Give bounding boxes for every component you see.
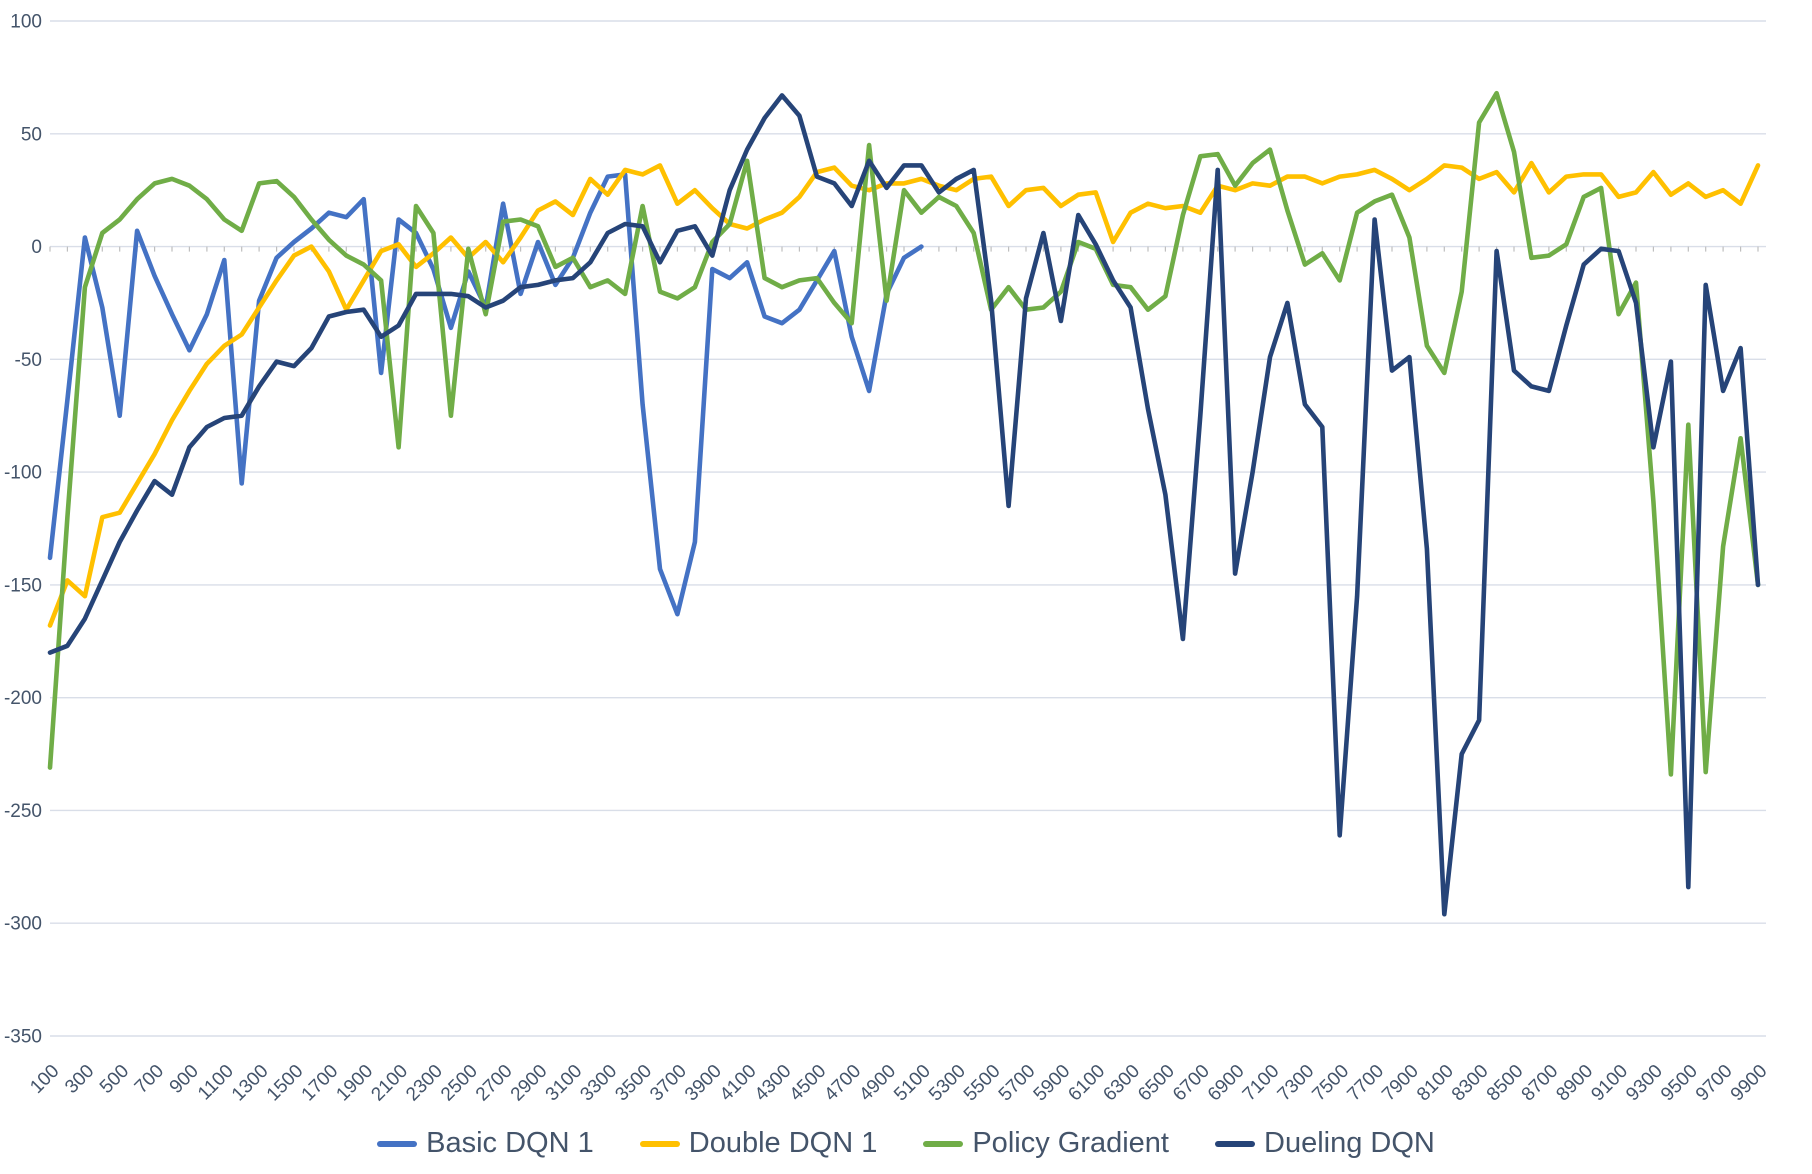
y-axis-label--300: -300 [4,914,42,935]
x-axis-label-9900: 9900 [1727,1061,1772,1106]
x-axis-label-9500: 9500 [1657,1061,1702,1106]
x-axis-label-6900: 6900 [1204,1061,1249,1106]
x-axis-label-7500: 7500 [1308,1061,1353,1106]
x-axis-label-4700: 4700 [820,1061,865,1106]
y-axis-label--50: -50 [15,350,42,371]
x-axis-label-4300: 4300 [751,1061,796,1106]
x-axis-label-3100: 3100 [542,1061,587,1106]
x-axis-label-5500: 5500 [960,1061,1005,1106]
x-axis-label-3700: 3700 [646,1061,691,1106]
x-axis-label-1300: 1300 [228,1061,273,1106]
x-axis-label-8100: 8100 [1413,1061,1458,1106]
legend-item-dueling-dqn: Dueling DQN [1215,1127,1435,1160]
legend-swatch-icon [1215,1140,1255,1147]
x-axis-label-2500: 2500 [437,1061,482,1106]
x-axis-label-4100: 4100 [716,1061,761,1106]
x-axis-labels: 1003005007009001100130015001700190021002… [26,1061,1771,1106]
x-axis-label-5300: 5300 [925,1061,970,1106]
x-axis-label-6100: 6100 [1064,1061,1109,1106]
x-axis-label-8900: 8900 [1552,1061,1597,1106]
gridlines [50,20,1766,1037]
x-axis-label-6700: 6700 [1169,1061,1214,1106]
x-axis-label-2300: 2300 [402,1061,447,1106]
x-axis-label-8500: 8500 [1483,1061,1528,1106]
x-axis-label-500: 500 [96,1061,133,1098]
x-axis-label-3300: 3300 [576,1061,621,1106]
series-line-policy-gradient [47,90,1761,777]
x-axis-label-4500: 4500 [786,1061,831,1106]
x-axis-label-6500: 6500 [1134,1061,1179,1106]
x-axis-label-1100: 1100 [194,1061,238,1105]
x-axis-label-7700: 7700 [1343,1061,1388,1106]
x-axis-label-7100: 7100 [1239,1061,1284,1106]
x-axis-label-9100: 9100 [1587,1061,1632,1106]
y-axis-label--250: -250 [4,801,42,822]
y-axis-label-50: 50 [21,124,42,145]
x-axis-label-2700: 2700 [472,1061,517,1106]
legend-label: Basic DQN 1 [426,1127,594,1159]
legend-item-double-dqn-1: Double DQN 1 [639,1127,878,1160]
y-axis-label-0: 0 [31,237,42,258]
legend-item-policy-gradient: Policy Gradient [923,1127,1169,1160]
x-axis-label-4900: 4900 [855,1061,900,1106]
series-line-dueling-dqn [47,93,1761,917]
y-axis-label--200: -200 [4,688,42,709]
x-axis-label-3500: 3500 [611,1061,656,1106]
x-axis-label-2100: 2100 [367,1061,412,1106]
legend-swatch-icon [377,1140,418,1147]
legend-swatch-icon [923,1140,964,1147]
x-axis-label-700: 700 [131,1061,168,1098]
series-lines [47,90,1761,917]
y-axis-label-100: 100 [10,12,42,33]
x-axis-label-8300: 8300 [1448,1061,1493,1106]
x-axis-label-6300: 6300 [1099,1061,1144,1106]
x-axis-label-5700: 5700 [995,1061,1040,1106]
y-axis-label--350: -350 [4,1027,42,1048]
legend-label: Policy Gradient [972,1127,1169,1159]
y-axis-labels: 100 50 0 -50 -100 -150 -200 -250 -300 -350 [4,12,42,1048]
x-axis-label-300: 300 [61,1061,98,1098]
x-axis-label-5100: 5100 [890,1061,935,1106]
x-axis-label-1500: 1500 [263,1061,308,1106]
x-axis-label-5900: 5900 [1030,1061,1075,1106]
x-axis-label-3900: 3900 [681,1061,726,1106]
x-axis-label-1700: 1700 [298,1061,343,1106]
y-axis-label--150: -150 [4,575,42,596]
x-axis-label-8700: 8700 [1518,1061,1563,1106]
x-axis-label-7900: 7900 [1378,1061,1423,1106]
x-axis-label-7300: 7300 [1274,1061,1319,1106]
x-axis-label-1900: 1900 [332,1061,377,1106]
legend-swatch-icon [639,1140,680,1147]
legend-label: Dueling DQN [1264,1127,1435,1159]
legend-item-basic-dqn-1: Basic DQN 1 [377,1127,594,1160]
y-axis-label--100: -100 [4,463,42,484]
x-axis-label-100: 100 [26,1061,63,1098]
chart-legend: Basic DQN 1 Double DQN 1 Policy Gradient Du… [0,1127,1812,1160]
x-axis-label-9300: 9300 [1622,1061,1667,1106]
x-axis-label-2900: 2900 [507,1061,552,1106]
legend-label: Double DQN 1 [688,1127,878,1159]
x-axis-label-9700: 9700 [1692,1061,1737,1106]
